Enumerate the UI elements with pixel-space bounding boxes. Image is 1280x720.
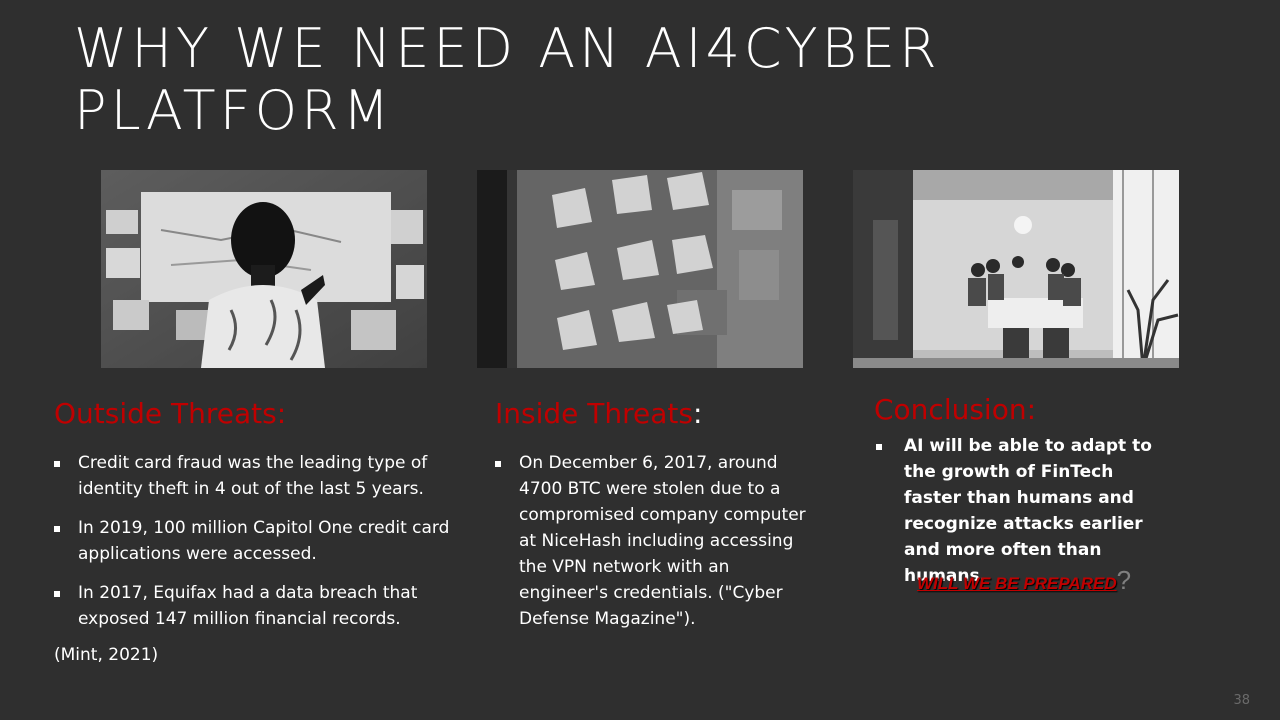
list-item: On December 6, 2017, around 4700 BTC wer… (495, 450, 813, 632)
list-item: In 2017, Equifax had a data breach that … (54, 580, 454, 632)
bullet-icon (495, 461, 501, 467)
bullet-icon (876, 444, 882, 450)
photo-woman-at-board (101, 170, 427, 368)
list-item: Credit card fraud was the leading type o… (54, 450, 454, 502)
source-citation: (Mint, 2021) (54, 645, 159, 665)
conclusion-list: AI will be able to adapt to the growth o… (876, 433, 1176, 602)
inside-threats-heading: Inside Threats: (495, 397, 703, 430)
outside-threats-heading: Outside Threats: (54, 397, 287, 430)
page-number: 38 (1233, 693, 1250, 708)
prepared-callout: WILL WE BE PREPARED? (917, 565, 1132, 595)
inside-threats-list: On December 6, 2017, around 4700 BTC wer… (495, 450, 813, 645)
list-item: AI will be able to adapt to the growth o… (876, 433, 1176, 589)
outside-threats-list: Credit card fraud was the leading type o… (54, 450, 454, 645)
slide-title: WHY WE NEED AN AI4CYBER PLATFORM (74, 17, 941, 142)
conclusion-heading: Conclusion: (874, 393, 1037, 426)
bullet-icon (54, 461, 60, 467)
bullet-icon (54, 591, 60, 597)
photo-sticky-notes (477, 170, 803, 368)
bullet-icon (54, 526, 60, 532)
photo-office-meeting (853, 170, 1179, 368)
list-item: In 2019, 100 million Capitol One credit … (54, 515, 454, 567)
